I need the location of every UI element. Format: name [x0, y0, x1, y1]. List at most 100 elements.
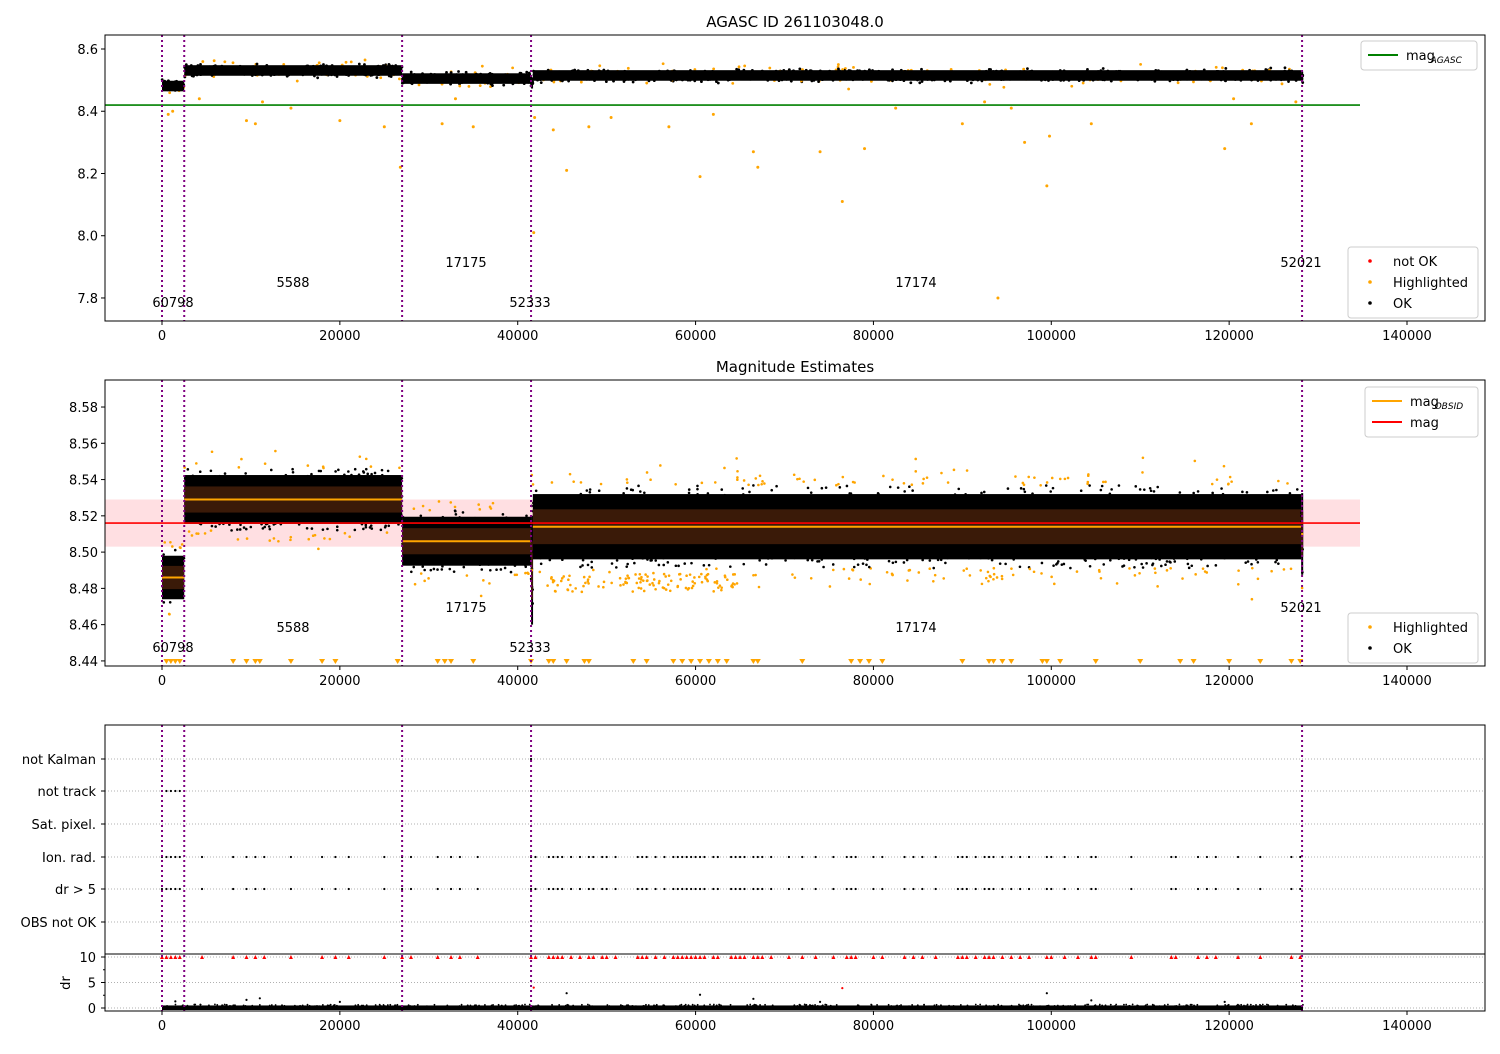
ok-point [1142, 566, 1145, 569]
highlighted-point [1211, 483, 1214, 486]
highlighted-point [619, 577, 622, 580]
highlighted-point [1194, 460, 1197, 463]
ok-point [256, 63, 259, 66]
ok-point [626, 487, 629, 490]
ok-point [616, 559, 619, 562]
highlighted-point [619, 584, 622, 587]
ok-point [311, 527, 314, 530]
highlighted-point [691, 580, 694, 583]
highlighted-point [268, 539, 271, 542]
ok-point [292, 471, 295, 474]
highlighted-point [370, 465, 373, 468]
highlighted-point [560, 580, 563, 583]
highlighted-point [1202, 567, 1205, 570]
highlighted-point [648, 583, 651, 586]
highlighted-point [1216, 478, 1219, 481]
highlighted-point [848, 577, 851, 580]
highlighted-point [1166, 569, 1169, 572]
highlighted-point [1104, 481, 1107, 484]
ok-point [1156, 486, 1159, 489]
highlighted-point [649, 478, 652, 481]
highlighted-point [438, 500, 441, 503]
highlighted-point [1046, 481, 1049, 484]
highlighted-point [665, 588, 668, 591]
highlighted-point [552, 581, 555, 584]
highlighted-point [1181, 577, 1184, 580]
highlighted-point [947, 481, 950, 484]
ok-point [1052, 564, 1055, 567]
highlighted-point [738, 65, 741, 68]
highlighted-point [1010, 107, 1013, 110]
ok-point [1284, 66, 1287, 69]
ok-point [236, 528, 239, 531]
highlighted-point [289, 536, 292, 539]
highlighted-point [414, 583, 417, 586]
highlighted-point [181, 543, 184, 546]
ok-point [586, 489, 589, 492]
highlighted-point [705, 568, 708, 571]
ok-point [775, 485, 778, 488]
ok-point [911, 489, 914, 492]
highlighted-point [587, 578, 590, 581]
ok-point [491, 84, 494, 87]
highlighted-point [1223, 465, 1226, 468]
highlighted-point [1070, 85, 1073, 88]
highlighted-point [640, 587, 643, 590]
ok-point [1179, 491, 1182, 494]
highlighted-point [989, 576, 992, 579]
highlighted-point [922, 482, 925, 485]
highlighted-point [314, 534, 317, 537]
highlighted-point [1014, 475, 1017, 478]
highlighted-point [608, 571, 611, 574]
ok-point [269, 528, 272, 531]
ok-point [633, 562, 636, 565]
ok-point [1101, 485, 1104, 488]
highlighted-point [1087, 474, 1090, 477]
ok-point [1057, 560, 1060, 563]
x-tick-label: 100000 [1026, 329, 1076, 344]
ok-point [717, 82, 720, 85]
ok-point [688, 492, 691, 495]
ok-point [362, 528, 365, 531]
highlighted-point [712, 68, 715, 71]
ok-point [1173, 560, 1176, 563]
highlighted-point [420, 572, 423, 575]
highlighted-point [490, 507, 493, 510]
highlighted-point [1128, 567, 1131, 570]
ok-point [581, 564, 584, 567]
ok-point [752, 484, 755, 487]
highlighted-point [277, 540, 280, 543]
x-tick-label: 140000 [1382, 329, 1432, 344]
highlighted-point [646, 579, 649, 582]
highlighted-point [1022, 482, 1025, 485]
highlighted-point [168, 91, 171, 94]
ok-point [363, 471, 366, 474]
highlighted-point [556, 584, 559, 587]
ok-point [441, 568, 444, 571]
highlighted-point [969, 574, 972, 577]
ok-point [495, 568, 498, 571]
ok-point [540, 81, 543, 84]
highlighted-point [322, 465, 325, 468]
ok-point [853, 566, 856, 569]
highlighted-point [987, 571, 990, 574]
highlighted-point [1086, 483, 1089, 486]
highlighted-point [819, 150, 822, 153]
highlighted-point [736, 476, 739, 479]
highlighted-point [213, 59, 216, 62]
highlighted-point [843, 568, 846, 571]
highlighted-point [273, 537, 276, 540]
ok-point [1089, 565, 1092, 568]
highlighted-point [653, 578, 656, 581]
x-tick-label: 40000 [497, 329, 538, 344]
ok-points-core [184, 65, 402, 76]
ok-point [626, 563, 629, 566]
ok-point [1145, 562, 1148, 565]
ok-point [436, 568, 439, 571]
ok-point [453, 570, 456, 573]
highlighted-point [626, 582, 629, 585]
highlighted-point [1102, 481, 1105, 484]
ok-point [688, 488, 691, 491]
obsid-label: 52333 [509, 296, 550, 311]
highlighted-point [841, 200, 844, 203]
